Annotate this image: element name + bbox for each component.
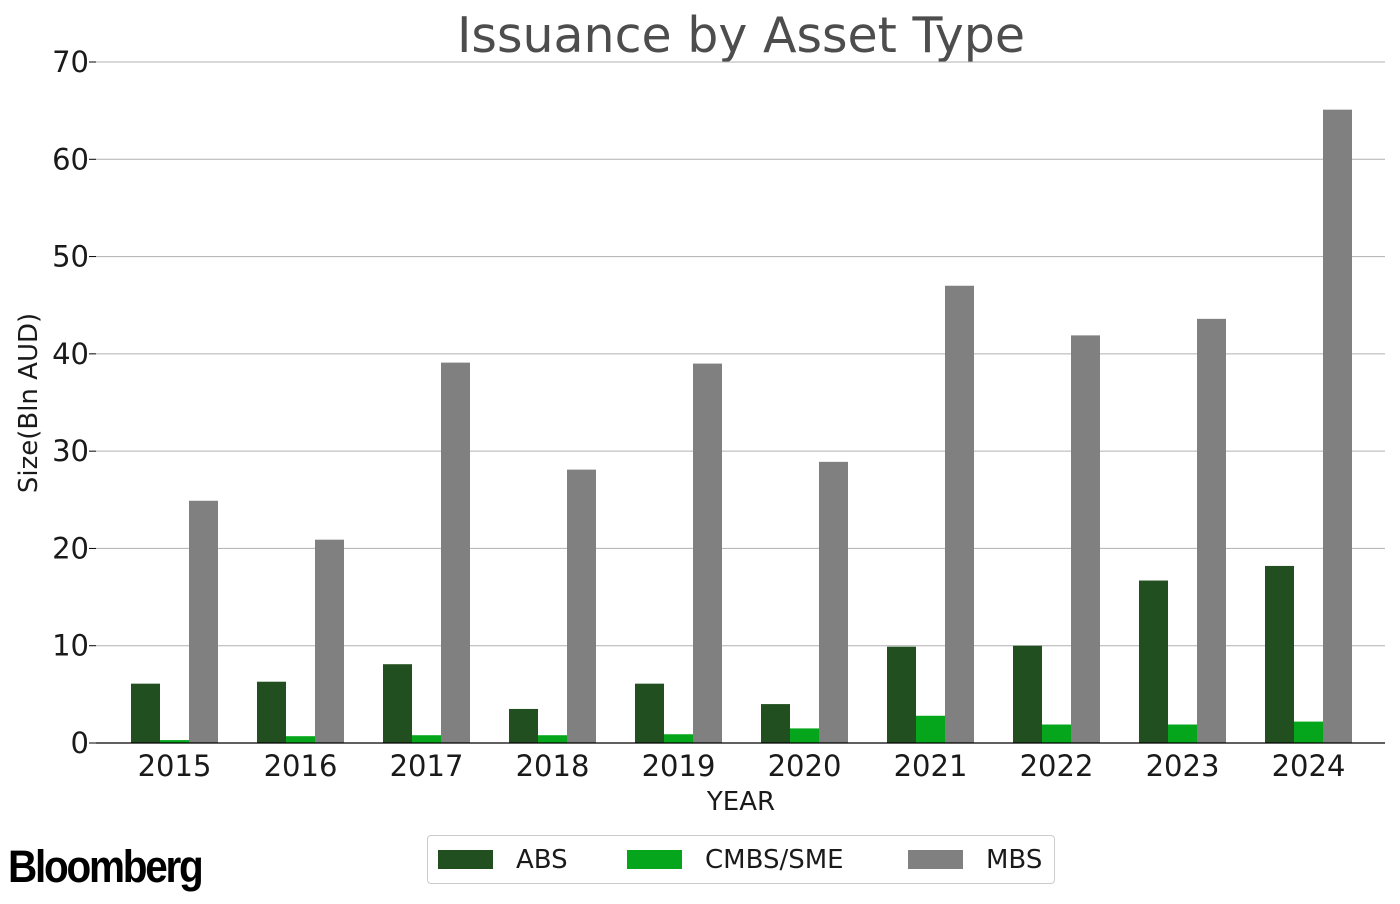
x-tick-label-2019: 2019 — [642, 749, 716, 783]
bar-mbs-2019 — [693, 363, 722, 743]
bar-cmbs-sme-2020 — [790, 728, 819, 743]
x-tick-label-2023: 2023 — [1146, 749, 1220, 783]
bar-mbs-2017 — [441, 362, 470, 743]
y-tick-label-70: 70 — [52, 45, 89, 79]
legend-item-mbs: MBS — [908, 836, 1042, 883]
bar-mbs-2016 — [315, 539, 344, 743]
bar-cmbs-sme-2019 — [664, 734, 693, 743]
bar-cmbs-sme-2017 — [412, 735, 441, 743]
grid-lines — [96, 61, 1385, 647]
y-tick-label-20: 20 — [52, 531, 89, 565]
bar-abs-2019 — [635, 683, 664, 743]
y-axis-label: Size(Bln AUD) — [14, 313, 44, 493]
x-axis-label: YEAR — [706, 787, 775, 817]
bar-abs-2023 — [1139, 580, 1168, 743]
x-tick-label-2017: 2017 — [390, 749, 464, 783]
legend-label-mbs: MBS — [986, 844, 1043, 875]
bar-mbs-2023 — [1197, 318, 1226, 743]
bar-abs-2018 — [509, 708, 538, 743]
bar-mbs-2015 — [189, 500, 218, 743]
legend-item-cmbs-sme: CMBS/SME — [627, 836, 844, 883]
bar-mbs-2021 — [945, 285, 974, 743]
legend-label-cmbs-sme: CMBS/SME — [705, 844, 844, 875]
legend-item-abs: ABS — [438, 836, 568, 883]
bar-abs-2016 — [257, 681, 286, 743]
bar-abs-2024 — [1265, 565, 1294, 743]
x-tick-label-2021: 2021 — [894, 749, 968, 783]
chart-legend: ABS CMBS/SME MBS — [427, 835, 1055, 884]
legend-swatch-cmbs-sme — [627, 850, 682, 869]
x-tick-label-2020: 2020 — [768, 749, 842, 783]
chart-title: Issuance by Asset Type — [457, 7, 1025, 64]
bar-mbs-2020 — [819, 461, 848, 743]
bar-abs-2020 — [761, 704, 790, 743]
legend-swatch-abs — [438, 850, 493, 869]
y-tick-label-40: 40 — [52, 337, 89, 371]
y-tick-label-0: 0 — [71, 726, 89, 760]
x-tick-label-2015: 2015 — [138, 749, 212, 783]
bar-cmbs-sme-2022 — [1042, 724, 1071, 743]
bar-mbs-2022 — [1071, 335, 1100, 743]
legend-swatch-mbs — [908, 850, 963, 869]
bar-cmbs-sme-2023 — [1168, 724, 1197, 743]
legend-label-abs: ABS — [516, 844, 568, 875]
x-tick-label-2018: 2018 — [516, 749, 590, 783]
bars — [131, 109, 1352, 744]
x-tick-label-2022: 2022 — [1020, 749, 1094, 783]
bar-cmbs-sme-2016 — [286, 736, 315, 743]
y-tick-label-10: 10 — [52, 629, 89, 663]
bar-cmbs-sme-2015 — [160, 740, 189, 743]
y-tick-label-30: 30 — [52, 434, 89, 468]
bar-abs-2021 — [887, 646, 916, 743]
x-tick-label-2024: 2024 — [1272, 749, 1346, 783]
y-axis-ticks: 0 10 20 30 40 50 60 70 — [52, 45, 96, 760]
bar-cmbs-sme-2021 — [916, 715, 945, 743]
y-tick-label-50: 50 — [52, 240, 89, 274]
bar-cmbs-sme-2024 — [1294, 721, 1323, 743]
bar-mbs-2024 — [1323, 109, 1352, 744]
bar-abs-2022 — [1013, 645, 1042, 743]
bar-mbs-2018 — [567, 469, 596, 743]
y-tick-label-60: 60 — [52, 142, 89, 176]
bar-abs-2017 — [383, 664, 412, 743]
bloomberg-logo: Bloomberg — [8, 841, 204, 892]
bar-abs-2015 — [131, 683, 160, 743]
bar-cmbs-sme-2018 — [538, 735, 567, 743]
x-tick-label-2016: 2016 — [264, 749, 338, 783]
x-axis-ticks: 2015 2016 2017 2018 2019 2020 2021 2022 2023 2024 — [138, 749, 1346, 783]
